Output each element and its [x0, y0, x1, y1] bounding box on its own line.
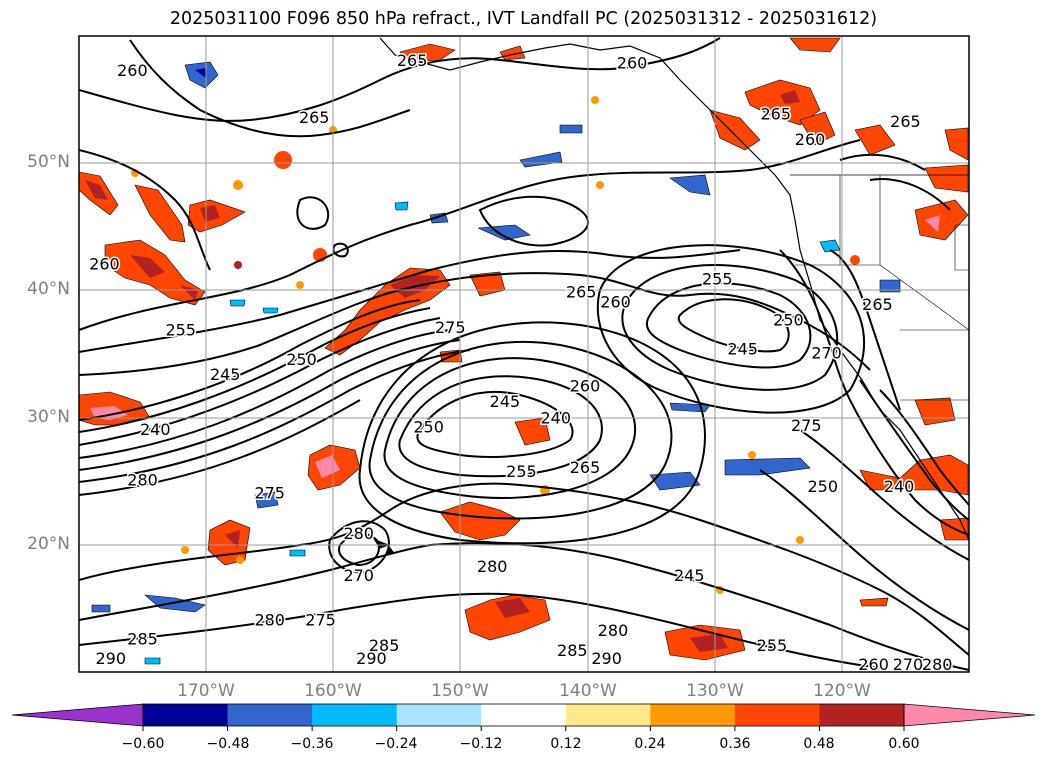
contour-value-label: 265 [299, 108, 330, 127]
contour-value-label: 285 [557, 641, 588, 660]
colorbar-tick-label: 0.12 [550, 736, 582, 752]
colorbar-over-extension [903, 703, 1036, 727]
contour-value-label: 285 [127, 630, 158, 649]
contour-value-label: 260 [117, 61, 148, 80]
contour-value-label: 240 [140, 420, 171, 439]
contour-value-label: 255 [757, 636, 788, 655]
colorbar-outline [142, 703, 905, 727]
lon-tick-label: 160°W [304, 681, 362, 701]
contour-value-label: 275 [305, 611, 336, 630]
contour-value-label: 275 [791, 416, 822, 435]
contour-value-label: 240 [884, 477, 915, 496]
lat-tick-label: 20°N [27, 534, 70, 554]
contour-value-label: 275 [254, 483, 285, 502]
contour-value-label: 270 [811, 344, 842, 363]
colorbar-segment [734, 704, 820, 726]
contour-value-label: 245 [727, 340, 758, 359]
lon-tick-label: 150°W [431, 681, 489, 701]
contour-value-label: 265 [570, 458, 601, 477]
contour-value-label: 260 [600, 293, 631, 312]
contour-value-label: 285 [369, 636, 400, 655]
contour-value-label: 270 [893, 655, 924, 674]
map-title: 2025031100 F096 850 hPa refract., IVT La… [169, 9, 878, 29]
contour-value-label: 255 [506, 462, 537, 481]
contour-value-label: 290 [591, 649, 622, 668]
contour-value-label: 280 [598, 621, 629, 640]
colorbar-segment [143, 704, 229, 726]
contour-value-label: 260 [617, 53, 648, 72]
contour-value-label: 265 [397, 51, 428, 70]
contour-value-label: 250 [286, 350, 317, 369]
colorbar-tick-label: 0.24 [634, 736, 666, 752]
colorbar-tick-label: −0.48 [206, 736, 250, 752]
lon-tick-label: 140°W [559, 681, 617, 701]
contour-value-label: 250 [808, 477, 839, 496]
colorbar-tick-label: −0.36 [290, 736, 334, 752]
contour-value-label: 245 [674, 566, 705, 585]
contour-value-label: 260 [795, 130, 826, 149]
colorbar-tick-label: −0.24 [374, 736, 418, 752]
colorbar-segment [481, 704, 567, 726]
colorbar [11, 703, 1036, 731]
colorbar-tick-label: −0.12 [459, 736, 503, 752]
coastlines [373, 37, 969, 556]
contour-value-label: 245 [210, 365, 241, 384]
contour-value-label: 280 [343, 524, 374, 543]
contour-value-label: 260 [89, 254, 120, 273]
lon-tick-label: 170°W [177, 681, 235, 701]
refractivity-contours [79, 37, 969, 671]
contour-value-label: 270 [343, 566, 374, 585]
lat-tick-label: 30°N [27, 407, 70, 427]
contour-value-label: 255 [165, 321, 196, 340]
contour-value-label: 250 [773, 310, 804, 329]
colorbar-segment [819, 704, 905, 726]
contour-value-label: 260 [570, 377, 601, 396]
contour-value-label: 265 [862, 295, 893, 314]
contour-value-label: 245 [490, 392, 521, 411]
map-frame [78, 35, 970, 673]
contour-value-label: 265 [890, 112, 921, 131]
contour-value-label: 280 [127, 471, 158, 490]
graticule [79, 36, 969, 672]
contour-value-label: 265 [566, 282, 597, 301]
lat-tick-label: 50°N [27, 152, 70, 172]
contour-value-label: 280 [922, 655, 953, 674]
contour-value-label: 280 [477, 557, 508, 576]
lon-tick-label: 120°W [813, 681, 871, 701]
colorbar-segment [396, 704, 482, 726]
colorbar-segment [650, 704, 736, 726]
colorbar-tick-label: −0.60 [121, 736, 165, 752]
colorbar-tick-label: 0.48 [803, 736, 835, 752]
contour-value-label: 275 [435, 318, 466, 337]
contour-value-label: 260 [858, 655, 889, 674]
colorbar-segment [227, 704, 313, 726]
colorbar-tick-label: 0.36 [719, 736, 751, 752]
colorbar-under-extension [11, 703, 144, 727]
colorbar-tick-label: 0.60 [888, 736, 920, 752]
lat-tick-label: 40°N [27, 279, 70, 299]
colorbar-segment [565, 704, 651, 726]
contour-value-label: 280 [254, 611, 285, 630]
contour-value-label: 240 [541, 408, 572, 427]
contour-value-label: 290 [96, 649, 127, 668]
contour-value-label: 265 [760, 104, 791, 123]
colorbar-segment [312, 704, 398, 726]
lon-tick-label: 130°W [686, 681, 744, 701]
contour-value-label: 250 [413, 417, 444, 436]
contour-value-label: 255 [702, 270, 733, 289]
contour-value-label: 290 [356, 649, 387, 668]
